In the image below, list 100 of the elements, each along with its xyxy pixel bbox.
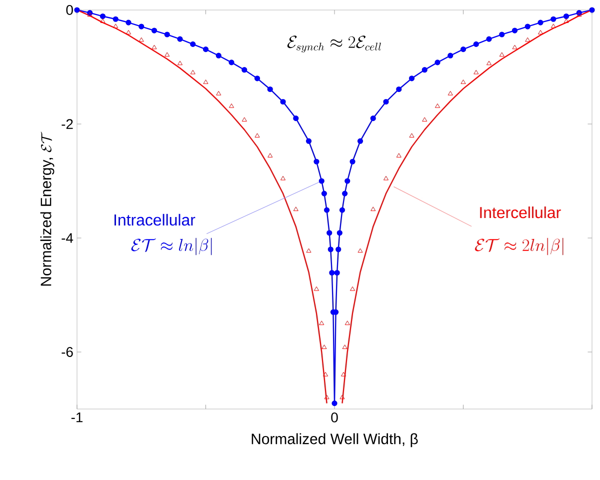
y-tick-label: -6 [62, 347, 73, 357]
point [396, 86, 402, 92]
point [152, 44, 157, 50]
point [267, 86, 273, 92]
point [350, 158, 356, 164]
point [74, 7, 80, 13]
point [550, 16, 556, 22]
point [280, 98, 286, 105]
point [460, 46, 466, 52]
point [358, 248, 363, 253]
point [340, 394, 345, 400]
point [499, 32, 505, 38]
point [314, 286, 319, 291]
point [396, 153, 402, 158]
x-axis-title: Normalized Well Width, β [252, 433, 418, 448]
point [448, 90, 453, 96]
point [342, 344, 348, 349]
point [357, 138, 364, 144]
point [328, 246, 334, 252]
point [190, 41, 196, 47]
point [322, 344, 327, 349]
x-tick-label: -1 [71, 412, 83, 422]
annotation: $\mathcal{E}\mathcal{T} \approx ln|\beta|$ [131, 238, 212, 256]
point [318, 178, 324, 184]
point [190, 70, 196, 74]
point [339, 207, 346, 213]
point [524, 24, 530, 30]
point [229, 103, 234, 108]
point [228, 60, 234, 66]
point [321, 190, 327, 196]
point [151, 28, 158, 34]
point [164, 32, 170, 38]
point [280, 176, 286, 180]
point [550, 24, 556, 28]
point [563, 13, 570, 20]
point [486, 60, 492, 66]
point [422, 67, 428, 73]
point [538, 30, 543, 34]
point [370, 116, 376, 122]
point [322, 372, 328, 376]
point [344, 320, 350, 326]
point [293, 116, 299, 122]
y-tick-label: -2 [62, 119, 73, 129]
point [112, 16, 118, 22]
point [525, 37, 530, 42]
point [434, 60, 440, 66]
point [138, 37, 144, 42]
point [448, 52, 454, 58]
point [242, 67, 248, 73]
point [332, 400, 338, 406]
point [306, 248, 312, 253]
point [422, 117, 428, 122]
annotation: $\mathcal{E}\mathcal{T} \approx 2ln|\beta|$ [475, 238, 564, 256]
point [216, 52, 222, 58]
point [113, 24, 118, 28]
point [409, 133, 414, 138]
point [100, 18, 106, 23]
point [473, 41, 479, 47]
point [589, 7, 595, 13]
point [408, 76, 415, 82]
point [324, 394, 330, 400]
y-tick-label: -4 [62, 233, 74, 243]
y-axis-title: $\mbox{Normalized Energy, }\mathcal{E}\mathcal{T}$ [40, 132, 54, 286]
point [178, 60, 182, 66]
annotation: $\mathcal{E}_{synch} \approx 2\mathcal{E}_{cell}$ [287, 36, 381, 53]
point [203, 80, 208, 84]
point [254, 133, 260, 138]
point [334, 270, 340, 276]
point [293, 206, 298, 212]
point [564, 18, 569, 23]
y-tick-label: 0 [66, 5, 73, 15]
point [538, 20, 544, 26]
annotation: Intracellular [114, 214, 196, 226]
point [319, 320, 324, 326]
point [342, 190, 348, 196]
point [370, 206, 376, 212]
point [254, 76, 260, 82]
point [138, 24, 144, 30]
point [336, 230, 342, 236]
point [126, 30, 131, 34]
point [177, 36, 183, 42]
annotation: Intercellular [480, 206, 561, 218]
point [314, 158, 320, 164]
point [164, 52, 170, 57]
point [499, 52, 504, 57]
point [486, 36, 492, 42]
point [336, 246, 342, 252]
point [344, 178, 350, 184]
point [100, 13, 106, 20]
point [474, 70, 479, 74]
point [326, 230, 332, 236]
point [384, 176, 388, 180]
point [341, 372, 346, 376]
point [329, 270, 335, 276]
point [350, 286, 356, 291]
point [242, 117, 247, 122]
point [512, 44, 518, 50]
point [435, 103, 440, 108]
point [268, 153, 273, 158]
point [383, 98, 389, 105]
